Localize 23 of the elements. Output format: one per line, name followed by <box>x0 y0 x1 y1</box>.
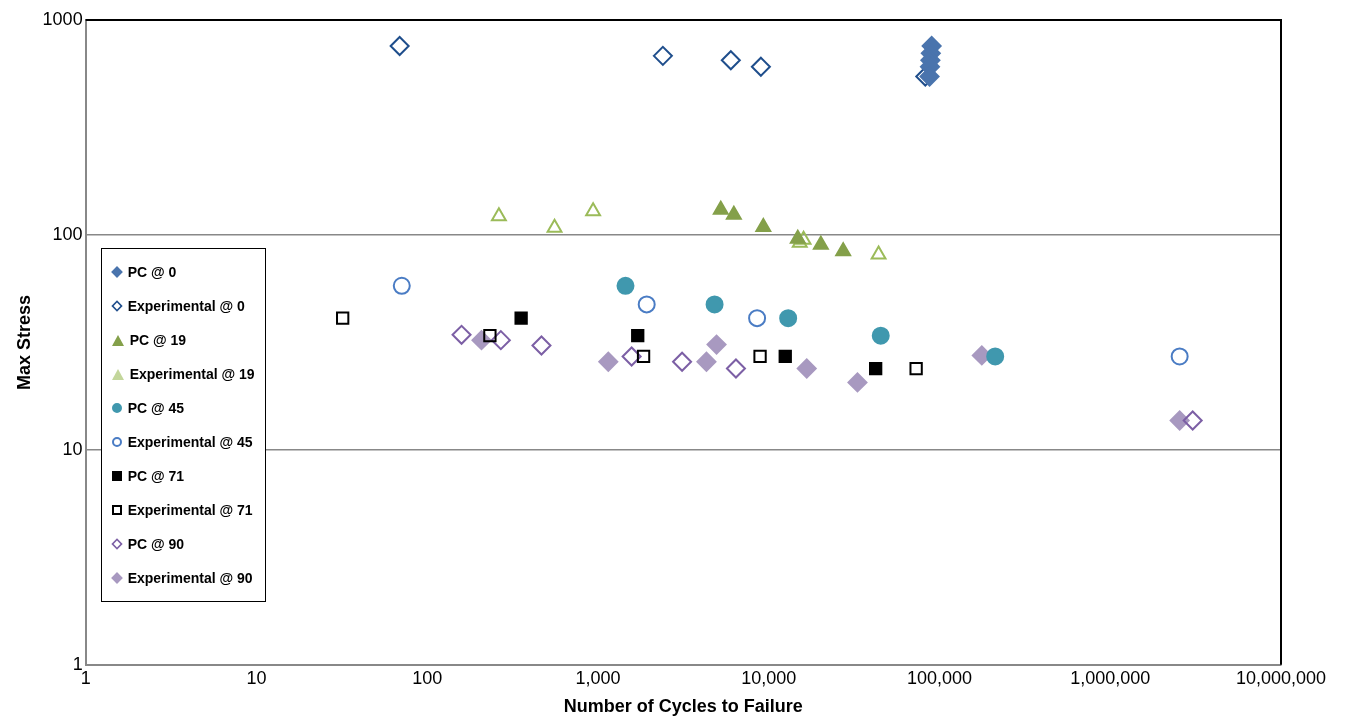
legend-label: Experimental @ 90 <box>127 569 253 588</box>
x-tick-label: 10 <box>246 667 267 688</box>
legend-label: PC @ 90 <box>127 535 185 554</box>
legend-label: PC @ 0 <box>127 263 177 282</box>
y-tick-label: 10 <box>62 438 83 459</box>
legend-label: Experimental @ 71 <box>127 501 253 520</box>
x-tick-label: 10,000 <box>741 667 797 688</box>
x-axis-title: Number of Cycles to Failure <box>563 696 803 717</box>
x-tick-label: 100 <box>412 667 443 688</box>
x-tick-label: 10,000,000 <box>1235 667 1327 688</box>
y-tick-label: 1 <box>72 653 83 674</box>
x-tick-label: 1,000,000 <box>1070 667 1151 688</box>
legend-label: PC @ 45 <box>127 399 185 418</box>
legend-label: PC @ 19 <box>129 331 187 350</box>
legend-label: Experimental @ 19 <box>129 365 255 384</box>
x-tick-label: 100,000 <box>906 667 973 688</box>
y-axis-title: Max Stress <box>13 294 34 390</box>
y-tick-label: 100 <box>52 223 83 244</box>
legend-label: Experimental @ 45 <box>127 433 253 452</box>
y-tick-label: 1000 <box>42 8 83 29</box>
legend-label: Experimental @ 0 <box>127 297 245 316</box>
x-tick-label: 1,000 <box>575 667 621 688</box>
legend-label: PC @ 71 <box>127 467 185 486</box>
